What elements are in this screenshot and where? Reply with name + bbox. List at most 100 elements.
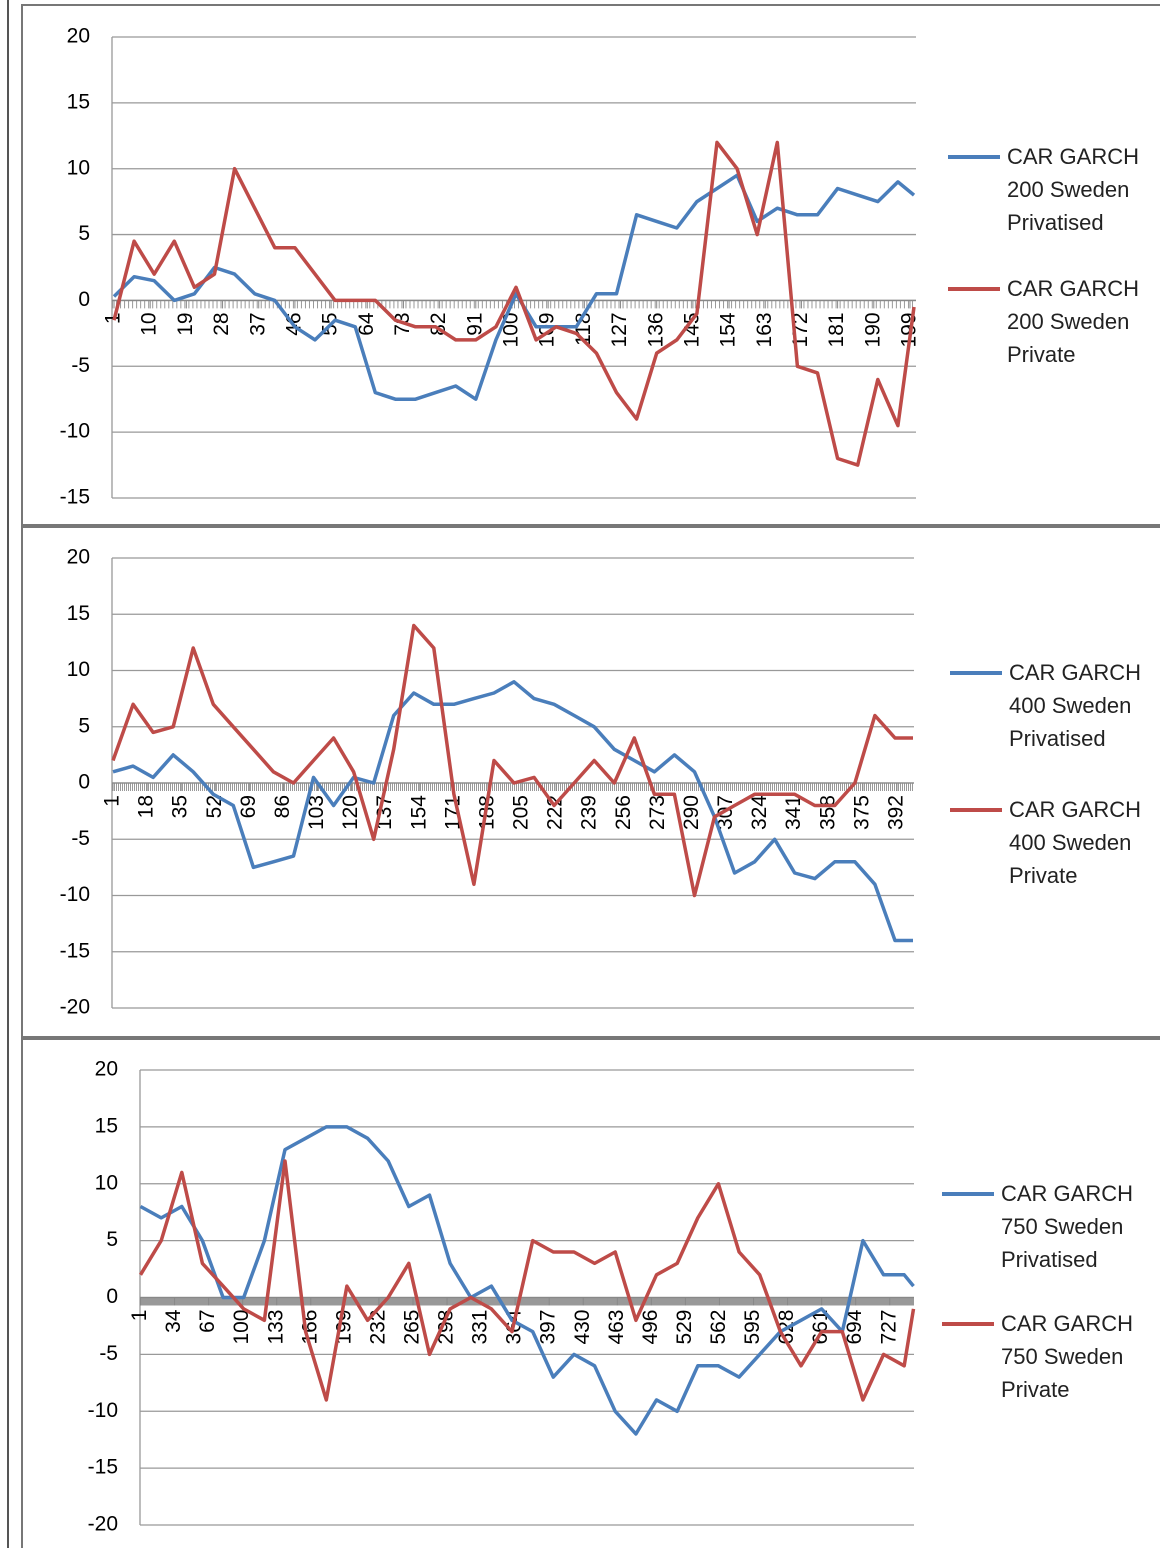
panel: [21, 1038, 1160, 1548]
y-tick-label: -15: [60, 486, 90, 509]
legend-label: CAR GARCH 750 Sweden Privatised: [1001, 1181, 1134, 1272]
series-line: [112, 680, 913, 943]
panel: [21, 4, 1160, 526]
y-tick-label: -15: [60, 939, 90, 962]
y-tick-label: 15: [67, 90, 90, 113]
y-tick-label: -10: [60, 420, 90, 443]
series-line: [139, 1125, 915, 1436]
y-tick-label: 10: [95, 1171, 118, 1194]
y-tick-label: -5: [71, 827, 90, 850]
x-tick-label: 463: [605, 1310, 628, 1345]
y-tick-label: 0: [78, 288, 90, 311]
x-tick-label: 290: [680, 795, 703, 830]
x-tick-label: 232: [366, 1310, 389, 1345]
y-tick-label: 0: [106, 1285, 118, 1308]
y-tick-label: 5: [78, 222, 90, 245]
x-tick-label: 199: [898, 312, 921, 347]
x-tick-label: 67: [196, 1310, 219, 1333]
x-tick-label: 661: [809, 1310, 832, 1345]
x-tick-label: 205: [510, 795, 533, 830]
x-tick-label: 103: [305, 795, 328, 830]
x-tick-label: 133: [264, 1310, 287, 1345]
x-tick-label: 375: [850, 795, 873, 830]
x-tick-label: 10: [138, 312, 161, 335]
series-line: [112, 140, 916, 467]
x-tick-label: 37: [246, 312, 269, 335]
x-tick-label: 331: [469, 1310, 492, 1345]
y-tick-label: -5: [99, 1342, 118, 1365]
y-tick-label: 20: [67, 546, 90, 569]
series-line: [111, 623, 913, 898]
series-line: [112, 173, 916, 401]
panel: [21, 526, 1160, 1038]
y-tick-label: 10: [67, 156, 90, 179]
y-tick-label: 20: [67, 25, 90, 48]
y-tick-label: 10: [67, 658, 90, 681]
x-tick-label: 392: [885, 795, 908, 830]
x-tick-label: 265: [401, 1310, 424, 1345]
x-tick-label: 100: [500, 312, 523, 347]
y-tick-label: 15: [67, 602, 90, 625]
x-tick-label: 69: [237, 795, 260, 818]
x-tick-label: 64: [355, 312, 378, 336]
x-tick-label: 166: [298, 1310, 321, 1345]
y-tick-label: -15: [88, 1456, 118, 1479]
x-tick-label: 727: [877, 1310, 900, 1345]
x-tick-label: 120: [339, 795, 362, 830]
x-tick-label: 118: [572, 312, 595, 345]
y-tick-label: 5: [78, 714, 90, 737]
x-tick-label: 154: [717, 312, 740, 347]
x-tick-label: 136: [644, 312, 667, 347]
y-tick-label: -10: [60, 883, 90, 906]
x-tick-label: 239: [578, 795, 601, 830]
legend-label: CAR GARCH 400 Sweden Private: [1009, 797, 1142, 888]
y-tick-label: -5: [71, 354, 90, 377]
y-tick-label: -20: [60, 996, 90, 1019]
y-tick-label: 5: [106, 1228, 118, 1251]
x-tick-label: 496: [639, 1310, 662, 1345]
x-tick-label: 256: [612, 795, 635, 830]
legend-label: CAR GARCH 400 Sweden Privatised: [1009, 660, 1142, 751]
x-tick-label: 1: [101, 795, 124, 807]
x-tick-label: 273: [646, 795, 669, 830]
x-tick-label: 154: [407, 795, 430, 830]
x-tick-label: 190: [861, 312, 884, 347]
x-tick-label: 562: [707, 1310, 730, 1345]
x-tick-label: 358: [816, 795, 839, 830]
y-tick-label: 15: [95, 1114, 118, 1137]
x-tick-label: 430: [571, 1310, 594, 1345]
x-tick-label: 28: [210, 312, 233, 335]
x-tick-label: 18: [135, 795, 158, 818]
x-tick-label: 163: [753, 312, 776, 347]
y-tick-label: 0: [78, 771, 90, 794]
series-line: [139, 1159, 916, 1402]
x-tick-label: 91: [463, 312, 486, 335]
x-tick-label: 694: [843, 1309, 866, 1344]
x-tick-label: 19: [174, 312, 197, 335]
x-tick-label: 34: [162, 1309, 185, 1333]
x-tick-label: 298: [435, 1310, 458, 1345]
y-tick-label: -10: [88, 1399, 118, 1422]
x-tick-label: 127: [608, 312, 631, 347]
x-tick-label: 145: [680, 312, 703, 347]
x-tick-label: 109: [536, 312, 559, 347]
y-tick-label: 20: [95, 1058, 118, 1081]
x-tick-label: 595: [741, 1310, 764, 1345]
x-tick-label: 82: [427, 312, 450, 335]
y-tick-label: -20: [88, 1513, 118, 1536]
legend-label: CAR GARCH 200 Sweden Private: [1007, 276, 1140, 367]
legend-label: CAR GARCH 750 Sweden Private: [1001, 1311, 1134, 1402]
x-tick-label: 52: [203, 795, 226, 818]
x-tick-label: 1: [128, 1310, 151, 1322]
legend-label: CAR GARCH 200 Sweden Privatised: [1007, 144, 1140, 235]
x-tick-label: 86: [271, 795, 294, 818]
x-tick-label: 397: [537, 1310, 560, 1345]
x-tick-label: 324: [748, 795, 771, 830]
x-tick-label: 35: [169, 795, 192, 818]
x-tick-label: 100: [230, 1310, 253, 1345]
x-tick-label: 222: [544, 795, 567, 830]
x-tick-label: 529: [673, 1310, 696, 1345]
x-tick-label: 341: [782, 795, 805, 830]
